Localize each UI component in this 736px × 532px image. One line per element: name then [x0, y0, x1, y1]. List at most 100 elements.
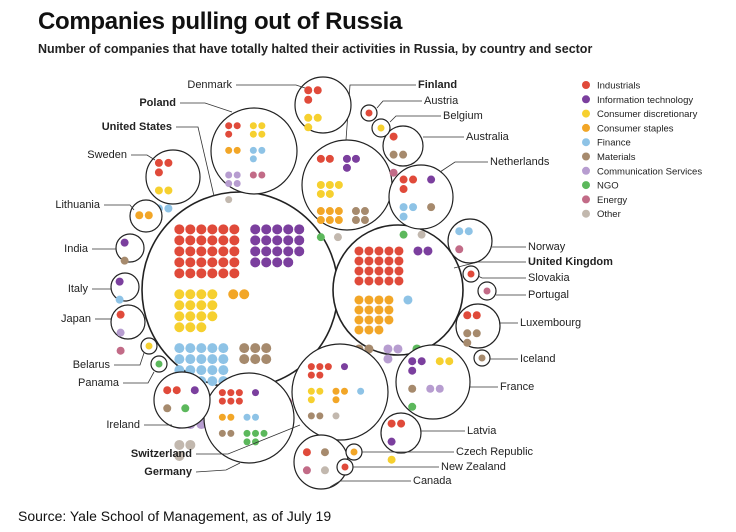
- dot-com: [225, 171, 233, 179]
- dot-it: [351, 154, 360, 163]
- leader-line: [329, 480, 411, 488]
- dot-ind: [227, 389, 235, 397]
- country-label-luxembourg: Luxembourg: [520, 317, 581, 329]
- dot-ind: [365, 109, 373, 117]
- dot-cs: [227, 413, 235, 421]
- dot-cd: [445, 357, 454, 366]
- dot-ind: [218, 235, 229, 246]
- dot-en: [389, 168, 398, 177]
- leader-line: [345, 84, 416, 141]
- dot-fin: [115, 295, 124, 304]
- country-label-france: France: [500, 381, 534, 393]
- country-label-poland: Poland: [139, 97, 176, 109]
- legend-label-ind: Industrials: [597, 81, 641, 92]
- dot-it: [115, 277, 124, 286]
- dot-ngo: [260, 429, 268, 437]
- country-bubble-portugal: Portugal: [477, 281, 569, 301]
- dot-mat: [227, 429, 235, 437]
- dot-cs: [334, 216, 343, 225]
- dot-ind: [409, 175, 418, 184]
- bubble-outline: [294, 76, 352, 134]
- dot-fin: [357, 387, 365, 395]
- dot-cs: [144, 211, 153, 220]
- dot-it: [261, 224, 272, 235]
- dot-mat: [307, 412, 315, 420]
- dot-ind: [325, 154, 334, 163]
- country-bubble-canada: Canada: [293, 434, 452, 490]
- dot-ind: [185, 246, 196, 257]
- dot-it: [250, 235, 261, 246]
- dot-ind: [384, 256, 394, 266]
- dot-oth: [174, 439, 185, 450]
- dot-it: [272, 224, 283, 235]
- country-label-ireland: Ireland: [106, 419, 140, 431]
- dot-en: [302, 466, 311, 475]
- dot-fin: [196, 354, 207, 365]
- dot-en: [116, 346, 125, 355]
- dot-ind: [233, 122, 241, 130]
- dot-ind: [384, 246, 394, 256]
- country-bubble-belgium: Belgium: [371, 110, 483, 138]
- dot-cd: [377, 124, 385, 132]
- country-label-norway: Norway: [528, 241, 566, 253]
- dot-it: [250, 224, 261, 235]
- dot-it: [250, 246, 261, 257]
- dot-ind: [313, 86, 322, 95]
- dot-cs: [332, 396, 340, 404]
- bubble-outline: [115, 233, 145, 263]
- dot-ind: [196, 224, 207, 235]
- dot-ind: [394, 246, 404, 256]
- legend-swatch-mat: [582, 152, 590, 161]
- dot-cs: [325, 216, 334, 225]
- dot-ind: [364, 246, 374, 256]
- dot-fin: [403, 295, 413, 305]
- bubble-outline: [380, 412, 422, 454]
- dot-en: [455, 245, 464, 254]
- dot-fin: [218, 365, 229, 376]
- dot-cd: [207, 300, 218, 311]
- dot-cd: [325, 180, 334, 189]
- dot-fin: [164, 204, 173, 213]
- dot-mat: [250, 343, 261, 354]
- dot-it: [417, 357, 426, 366]
- dot-fin: [207, 354, 218, 365]
- legend-label-cd: Consumer discretionary: [597, 109, 698, 120]
- dot-cd: [307, 387, 315, 395]
- country-bubble-germany: Germany: [144, 372, 295, 478]
- dot-cd: [185, 322, 196, 333]
- dot-it: [427, 175, 436, 184]
- dot-mat: [399, 150, 408, 159]
- chart-title: Companies pulling out of Russia: [38, 8, 403, 35]
- leader-line: [114, 352, 145, 366]
- dot-cd: [307, 396, 315, 404]
- dot-cd: [185, 311, 196, 322]
- dot-fin: [249, 155, 257, 163]
- dot-ind: [185, 235, 196, 246]
- dot-it: [340, 363, 348, 371]
- dot-com: [383, 344, 393, 354]
- dot-ind: [218, 257, 229, 268]
- dot-cd: [207, 311, 218, 322]
- dot-it: [250, 257, 261, 268]
- dot-com: [435, 384, 444, 393]
- dot-it: [272, 235, 283, 246]
- dot-ind: [225, 122, 233, 130]
- dot-ind: [163, 386, 172, 395]
- country-label-portugal: Portugal: [528, 289, 569, 301]
- dot-ind: [354, 266, 364, 276]
- dot-cd: [174, 300, 185, 311]
- dot-mat: [463, 338, 472, 347]
- dot-cs: [374, 295, 384, 305]
- dot-cd: [164, 186, 173, 195]
- dot-fin: [399, 203, 408, 212]
- dot-cs: [135, 211, 144, 220]
- dot-mat: [120, 256, 129, 265]
- dot-it: [120, 238, 129, 247]
- dot-ind: [154, 168, 163, 177]
- dot-cs: [384, 295, 394, 305]
- dot-ind: [307, 371, 315, 379]
- dot-cd: [334, 180, 343, 189]
- country-bubble-united-states: United States: [102, 121, 339, 461]
- dot-cs: [354, 295, 364, 305]
- bubble-outline: [388, 164, 454, 230]
